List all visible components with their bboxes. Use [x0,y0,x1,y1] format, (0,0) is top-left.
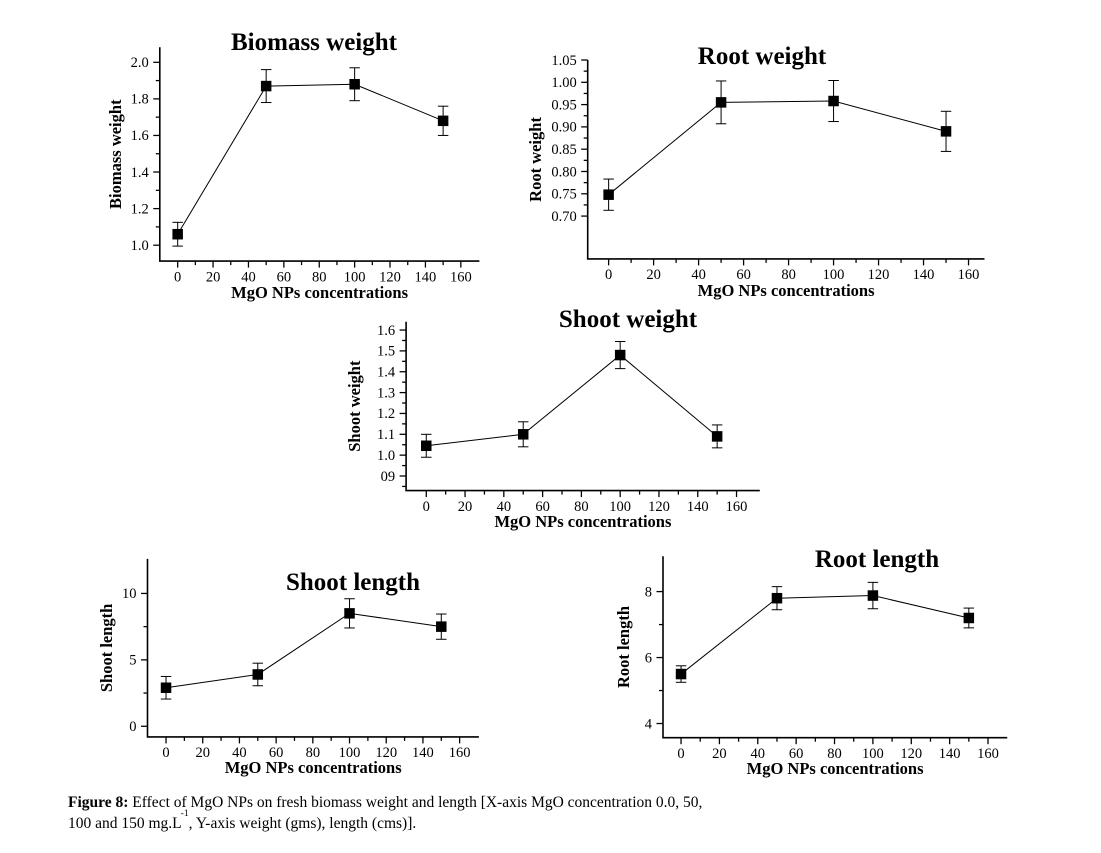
svg-text:1.6: 1.6 [131,128,149,144]
svg-text:Root weight: Root weight [526,117,545,202]
svg-text:09: 09 [381,469,396,485]
svg-text:Shoot weight: Shoot weight [559,306,698,333]
svg-text:Root weight: Root weight [698,43,827,70]
svg-text:1.00: 1.00 [551,75,576,91]
svg-text:0: 0 [162,745,169,761]
svg-text:MgO NPs concentrations: MgO NPs concentrations [494,512,671,531]
svg-text:Root length: Root length [614,606,633,688]
svg-text:20: 20 [458,499,473,515]
svg-text:140: 140 [939,746,961,762]
svg-text:Shoot weight: Shoot weight [345,360,364,452]
svg-text:160: 160 [958,267,980,283]
svg-text:20: 20 [646,267,661,283]
svg-text:5: 5 [129,653,136,669]
svg-text:Shoot length: Shoot length [97,604,116,692]
svg-text:MgO NPs concentrations: MgO NPs concentrations [747,759,924,778]
svg-text:0: 0 [605,267,612,283]
svg-text:1.2: 1.2 [377,406,395,422]
svg-text:1.3: 1.3 [377,385,395,401]
svg-text:1.2: 1.2 [131,201,149,217]
svg-text:140: 140 [415,269,437,285]
svg-text:160: 160 [450,269,472,285]
svg-text:20: 20 [206,269,221,285]
svg-text:MgO NPs concentrations: MgO NPs concentrations [698,281,875,300]
svg-text:1.5: 1.5 [377,344,395,360]
svg-text:160: 160 [449,745,471,761]
svg-text:1.4: 1.4 [377,365,396,381]
svg-text:6: 6 [645,650,652,666]
svg-text:Biomass weight: Biomass weight [231,29,398,56]
svg-text:1.1: 1.1 [377,427,395,443]
svg-text:1.0: 1.0 [131,238,149,254]
svg-text:160: 160 [726,499,748,515]
svg-text:4: 4 [645,716,653,732]
svg-text:20: 20 [712,746,727,762]
svg-text:Root length: Root length [815,546,939,573]
svg-text:1.6: 1.6 [377,323,395,339]
svg-text:1.4: 1.4 [131,165,150,181]
svg-text:0: 0 [423,499,430,515]
svg-text:0: 0 [129,719,136,735]
svg-text:20: 20 [195,745,210,761]
svg-text:0.70: 0.70 [551,209,576,225]
svg-text:MgO NPs concentrations: MgO NPs concentrations [231,283,408,302]
svg-text:1.05: 1.05 [551,53,576,69]
svg-text:MgO NPs concentrations: MgO NPs concentrations [225,758,402,777]
svg-text:140: 140 [913,267,935,283]
svg-text:160: 160 [977,746,999,762]
svg-text:0.85: 0.85 [551,142,576,158]
svg-text:2.0: 2.0 [131,55,149,71]
svg-text:Shoot length: Shoot length [286,569,420,596]
svg-text:10: 10 [122,586,137,602]
svg-text:8: 8 [645,584,652,600]
svg-text:Biomass weight: Biomass weight [106,99,125,209]
svg-text:0.90: 0.90 [551,120,576,136]
svg-text:1.8: 1.8 [131,92,149,108]
svg-text:0.80: 0.80 [551,164,576,180]
svg-text:0: 0 [677,746,684,762]
svg-text:140: 140 [412,745,434,761]
svg-text:0: 0 [174,269,181,285]
svg-text:140: 140 [687,499,709,515]
svg-text:1.0: 1.0 [377,448,395,464]
svg-text:0.95: 0.95 [551,97,576,113]
svg-text:0.75: 0.75 [551,187,576,203]
